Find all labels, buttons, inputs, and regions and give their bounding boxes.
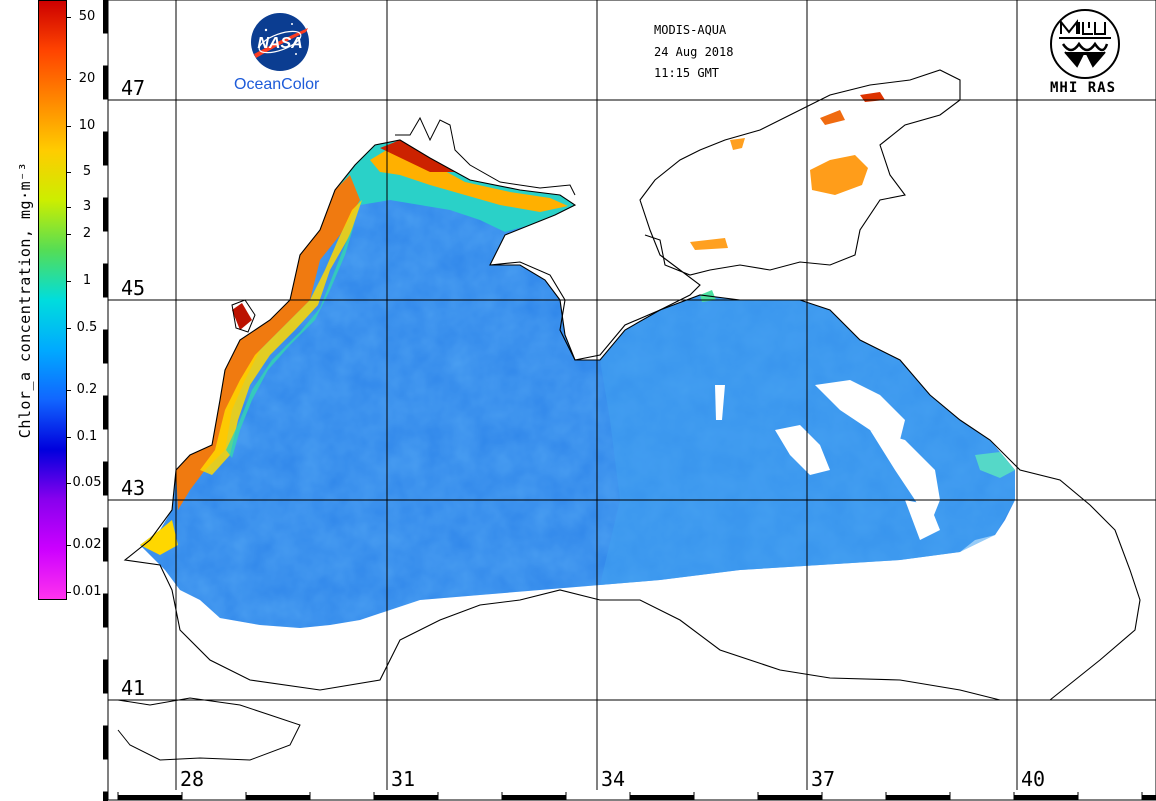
colorbar-tick-label: 0.02 xyxy=(72,537,102,553)
nasa-wordmark: NASA xyxy=(257,35,302,52)
longitude-label: 40 xyxy=(1021,767,1046,791)
colorbar-tick-mark xyxy=(66,592,71,593)
sivash-patch xyxy=(690,238,728,250)
black-sea-coastline xyxy=(123,139,1141,701)
colorbar-tick-mark xyxy=(66,545,71,547)
colorbar-tick-label: 3 xyxy=(82,198,92,214)
bosporus-yellow xyxy=(140,520,178,555)
colorbar-tick-label: 0.5 xyxy=(76,319,98,335)
cloud-gap-2 xyxy=(775,425,830,475)
danube-delta-red xyxy=(232,303,252,330)
colorbar-tick-mark xyxy=(66,389,71,391)
danube-delta-outline xyxy=(231,299,256,333)
colorbar-tick-mark xyxy=(66,125,71,127)
longitude-label: 31 xyxy=(391,767,416,791)
colorbar-tick-label: 10 xyxy=(78,117,96,133)
colorbar-tick-label: 1 xyxy=(82,273,92,289)
latitude-label: 47 xyxy=(121,76,146,100)
west-coast-yellow xyxy=(200,200,362,475)
crimea-azov-coastline xyxy=(489,69,961,361)
east-coast-cyan xyxy=(975,452,1015,478)
longitude-label: 37 xyxy=(811,767,836,791)
dnieper-mouth-red xyxy=(380,140,455,172)
colorbar-tick-label: 0.2 xyxy=(76,381,98,397)
northwest-coastline xyxy=(395,116,576,196)
colorbar-tick-mark xyxy=(66,483,71,485)
latitude-label: 41 xyxy=(121,676,146,700)
cloud-gap-4 xyxy=(715,385,725,420)
colorbar-tick-mark xyxy=(66,172,71,174)
mhi-label: MHI RAS xyxy=(1050,80,1117,96)
colorbar-tick-mark xyxy=(66,78,71,80)
marmara-coastline xyxy=(117,697,301,761)
longitude-label: 34 xyxy=(601,767,626,791)
longitude-label: 28 xyxy=(180,767,205,791)
colorbar-tick-mark xyxy=(66,17,71,18)
colorbar-tick-mark xyxy=(66,234,71,236)
bottom-scale-bar xyxy=(117,792,1156,800)
nasa-logo: NASA xyxy=(251,13,309,71)
colorbar-tick-mark xyxy=(66,327,71,329)
latitude-label: 43 xyxy=(121,476,146,500)
azov-patch-west xyxy=(730,138,745,150)
azov-patch-north xyxy=(820,110,845,125)
time-label: 11:15 GMT xyxy=(654,66,720,80)
colorbar-tick-mark xyxy=(66,281,71,283)
azov-patch-large xyxy=(810,155,868,195)
sensor-label: MODIS-AQUA xyxy=(654,23,727,37)
colorbar-tick-label: 0.01 xyxy=(72,584,102,599)
colorbar xyxy=(38,0,67,600)
colorbar-tick-label: 2 xyxy=(82,226,92,242)
date-label: 24 Aug 2018 xyxy=(654,45,734,59)
colorbar-tick-label: 20 xyxy=(78,70,96,86)
colorbar-tick-mark xyxy=(66,206,71,208)
cloud-gap-3 xyxy=(870,430,940,525)
cloud-gap-1 xyxy=(815,380,905,440)
graticule xyxy=(108,0,1156,790)
colorbar-tick-label: 0.05 xyxy=(72,475,102,491)
oceancolor-label: OceanColor xyxy=(234,76,320,93)
left-scale-bar xyxy=(103,0,108,801)
mhi-logo xyxy=(1050,9,1120,79)
latitude-label: 45 xyxy=(121,276,146,300)
colorbar-tick-mark xyxy=(66,436,71,438)
colorbar-tick-label: 0.1 xyxy=(76,428,98,444)
colorbar-tick-label: 5 xyxy=(82,164,92,180)
colorbar-tick-label: 50 xyxy=(78,9,96,24)
cloud-gap-5 xyxy=(905,500,940,540)
